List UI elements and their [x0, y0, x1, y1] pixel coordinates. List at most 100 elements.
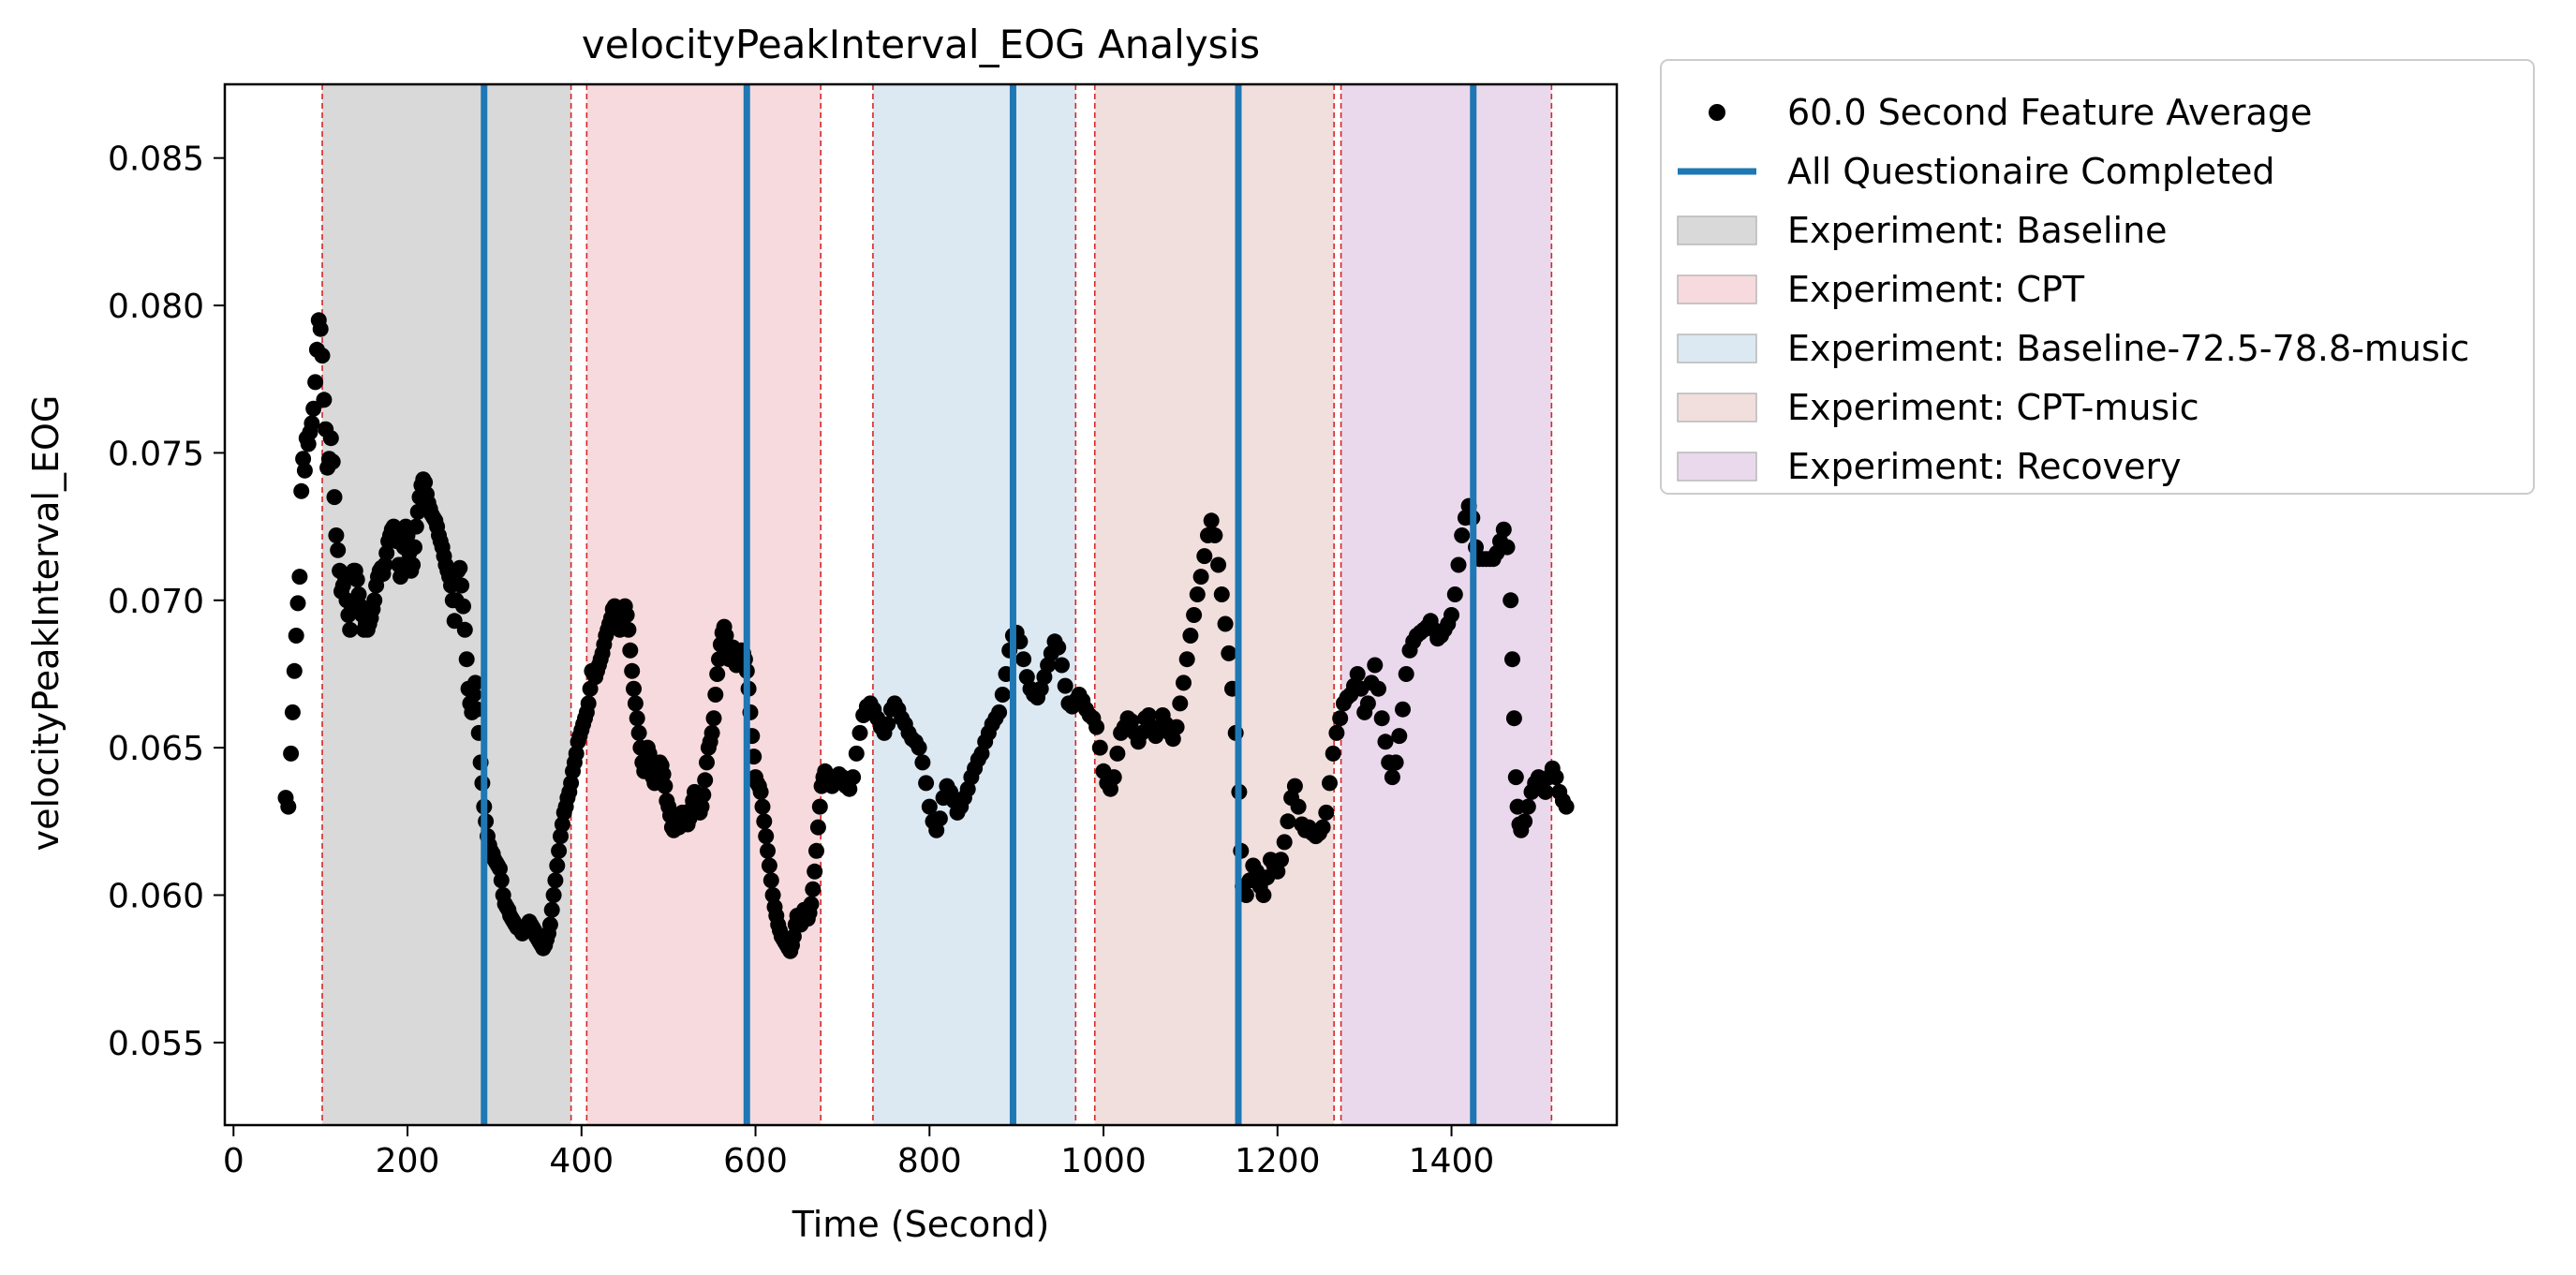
data-point	[1446, 586, 1463, 602]
data-point	[1255, 887, 1272, 903]
data-point	[880, 716, 896, 733]
data-point	[1109, 745, 1126, 762]
data-point	[1237, 887, 1254, 903]
data-point	[1322, 775, 1338, 792]
data-point	[809, 819, 826, 836]
data-point	[1105, 769, 1122, 786]
data-point	[1395, 701, 1411, 718]
data-point	[1318, 804, 1335, 821]
data-point	[1504, 651, 1520, 668]
x-tick-label: 400	[549, 1142, 614, 1180]
data-point	[1273, 852, 1289, 868]
data-point	[580, 695, 597, 712]
legend-label: Experiment: Baseline	[1787, 210, 2168, 251]
data-point	[492, 860, 508, 877]
data-point	[1217, 615, 1234, 632]
data-point	[322, 430, 339, 447]
data-point	[326, 489, 343, 506]
data-point	[1050, 639, 1067, 656]
data-point	[452, 559, 468, 576]
data-point	[551, 842, 568, 859]
data-point	[1290, 798, 1307, 815]
data-point	[921, 798, 938, 815]
plot-frame	[223, 82, 1619, 1127]
data-point	[316, 392, 333, 408]
data-point	[549, 857, 566, 874]
data-point	[709, 666, 726, 682]
chart-title: velocityPeakInterval_EOG Analysis	[582, 22, 1260, 67]
y-tick-label: 0.070	[108, 583, 204, 621]
data-point	[808, 842, 824, 859]
data-point	[811, 798, 828, 815]
x-tick-label: 1000	[1060, 1142, 1147, 1180]
data-point	[914, 754, 931, 771]
data-point	[1276, 834, 1293, 851]
data-point	[568, 745, 585, 762]
data-point	[1495, 521, 1512, 538]
data-point	[910, 739, 927, 756]
data-point	[756, 813, 773, 830]
phase-span-5	[1340, 84, 1552, 1125]
data-point	[545, 887, 562, 903]
data-point	[293, 482, 310, 499]
data-point	[1547, 769, 1564, 786]
data-point	[1367, 657, 1384, 674]
data-point	[291, 569, 308, 586]
legend-label: 60.0 Second Feature Average	[1787, 92, 2312, 133]
data-point	[785, 928, 802, 945]
data-point	[803, 896, 820, 912]
x-tick-label: 1200	[1235, 1142, 1321, 1180]
data-point	[328, 527, 345, 543]
data-point	[283, 745, 300, 762]
data-point	[407, 539, 422, 556]
data-point	[407, 518, 424, 535]
data-point	[627, 695, 644, 712]
data-point	[305, 400, 322, 417]
data-point	[1178, 651, 1195, 668]
data-point	[1015, 651, 1032, 668]
data-point	[1537, 783, 1554, 800]
data-point	[851, 724, 868, 741]
data-point	[693, 798, 710, 815]
data-point	[1450, 556, 1467, 573]
data-point	[300, 436, 317, 452]
data-point	[762, 872, 779, 889]
data-point	[1359, 695, 1376, 712]
data-point	[330, 541, 347, 558]
legend-label: All Questionaire Completed	[1787, 151, 2275, 192]
data-point	[1091, 739, 1108, 756]
data-point	[366, 592, 383, 609]
data-point	[758, 828, 775, 845]
data-point	[453, 577, 470, 594]
data-point	[761, 857, 777, 874]
data-point	[377, 556, 393, 573]
y-tick-label: 0.080	[108, 288, 204, 326]
data-point	[1221, 645, 1237, 661]
data-point	[350, 586, 367, 602]
data-point	[760, 842, 776, 859]
data-point	[288, 628, 304, 644]
legend-swatch	[1677, 452, 1757, 482]
legend-label: Experiment: Recovery	[1787, 446, 2182, 487]
y-tick-label: 0.060	[108, 878, 204, 916]
x-tick-label: 600	[723, 1142, 788, 1180]
data-point	[307, 374, 324, 391]
y-tick-label: 0.075	[108, 435, 204, 473]
x-tick-label: 800	[897, 1142, 962, 1180]
data-point	[1210, 556, 1227, 573]
data-point	[1168, 719, 1185, 735]
legend-marker	[1709, 104, 1725, 121]
data-point	[1207, 527, 1223, 543]
data-point	[312, 320, 329, 337]
data-point	[1349, 666, 1366, 682]
data-point	[547, 872, 564, 889]
data-point	[754, 798, 771, 815]
data-point	[296, 462, 313, 479]
data-point	[805, 881, 822, 897]
data-point	[703, 724, 720, 741]
data-point	[1558, 798, 1575, 815]
data-point	[286, 662, 303, 679]
data-point	[1443, 607, 1459, 623]
legend-swatch	[1677, 334, 1757, 363]
